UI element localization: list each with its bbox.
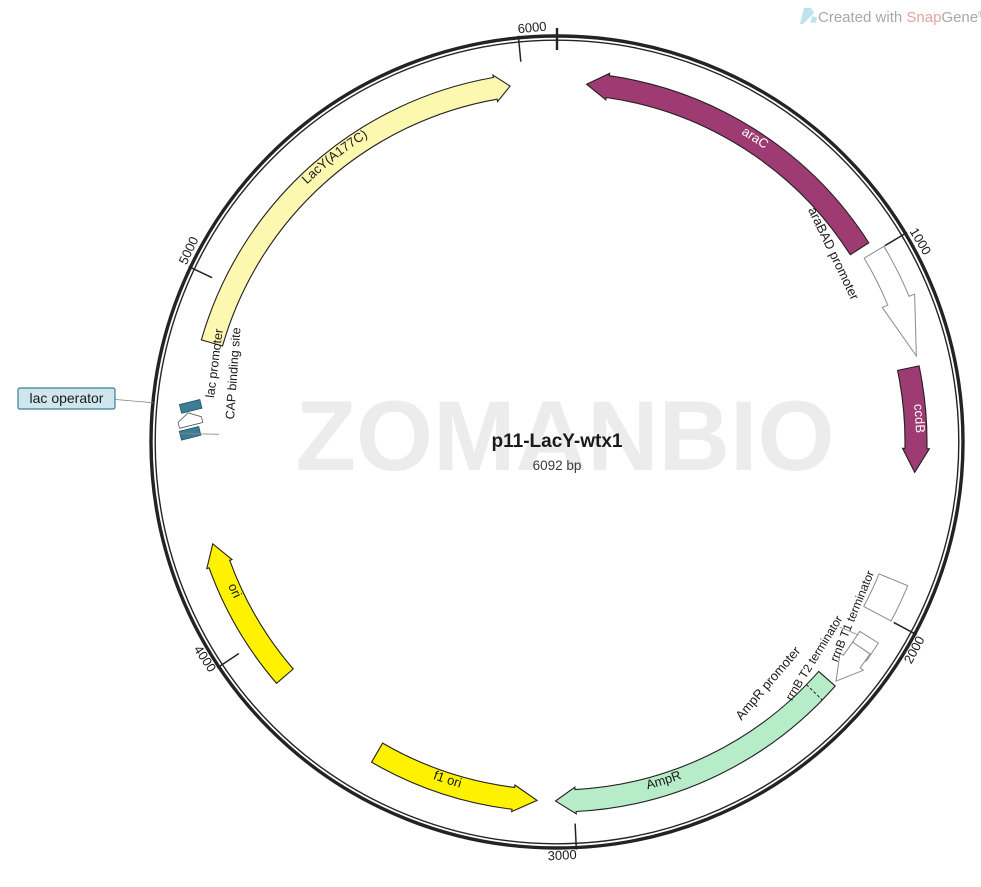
svg-text:lac operator: lac operator bbox=[30, 390, 104, 406]
svg-text:p11-LacY-wtx1: p11-LacY-wtx1 bbox=[492, 431, 623, 452]
svg-text:Created with SnapGene®: Created with SnapGene® bbox=[818, 9, 981, 26]
svg-text:LacY(A177C): LacY(A177C) bbox=[299, 126, 370, 186]
svg-text:6092 bp: 6092 bp bbox=[533, 458, 582, 473]
svg-text:CAP binding site: CAP binding site bbox=[223, 327, 243, 420]
svg-text:ccdB: ccdB bbox=[911, 403, 928, 433]
svg-text:4000: 4000 bbox=[191, 642, 220, 674]
svg-text:6000: 6000 bbox=[517, 19, 547, 37]
svg-text:2000: 2000 bbox=[901, 634, 928, 667]
svg-text:3000: 3000 bbox=[547, 847, 577, 863]
